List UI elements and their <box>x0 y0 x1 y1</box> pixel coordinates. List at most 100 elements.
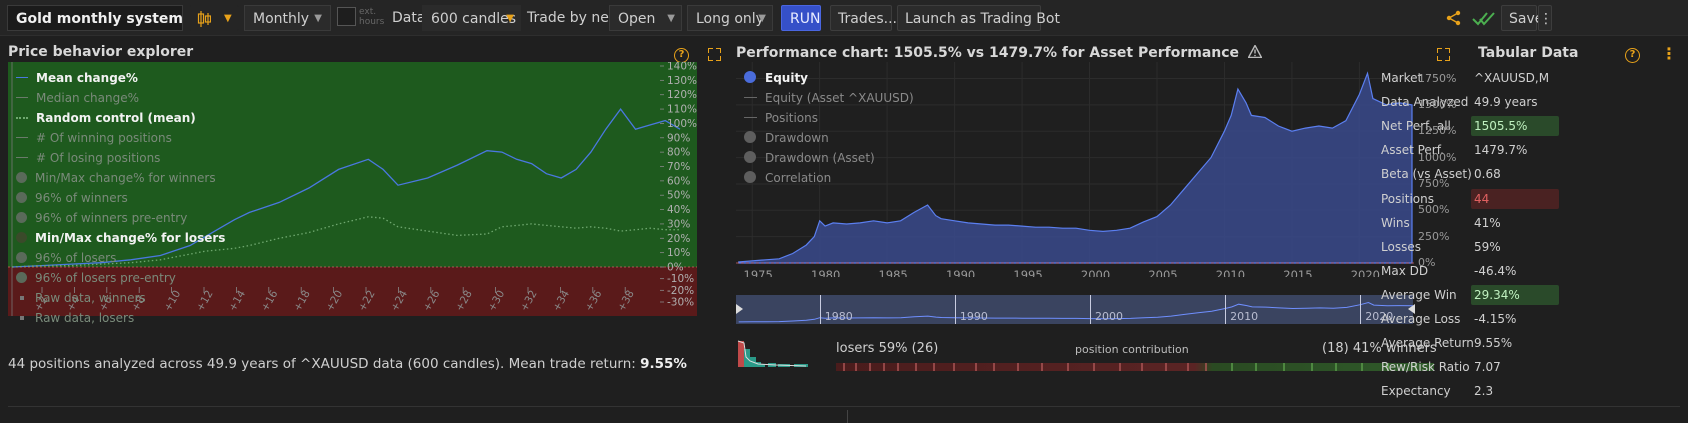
time-navigator[interactable]: 1980 1990 2000 2010 2020 <box>736 295 1415 324</box>
explorer-title: Price behavior explorer <box>8 44 194 60</box>
row-value: 1505.5% <box>1474 119 1528 134</box>
navigator-left-handle[interactable] <box>736 304 743 314</box>
legend-item[interactable]: Raw data, losers <box>16 311 134 325</box>
expand-icon[interactable] <box>708 48 721 61</box>
chevron-down-icon: ▼ <box>506 13 514 24</box>
row-label: Beta (vs Asset) <box>1381 167 1472 182</box>
expand-icon[interactable] <box>1437 48 1450 61</box>
performance-chart[interactable]: 1975 1980 1985 1990 1995 2000 2005 2010 2015 2020 <box>734 62 1414 277</box>
y-tick-label: 60% <box>667 175 690 187</box>
legend-item[interactable]: Median change% <box>16 91 139 105</box>
row-label: Asset Perf. <box>1381 143 1444 158</box>
save-button[interactable]: Save <box>1501 5 1543 31</box>
legend-item[interactable]: Correlation <box>744 171 831 185</box>
row-value: 1479.7% <box>1474 143 1528 158</box>
navigator-tick-line <box>819 295 821 324</box>
table-row: Max DD -46.4% <box>1371 260 1681 282</box>
legend-item[interactable]: 96% of winners pre-entry <box>16 211 187 225</box>
system-name-input[interactable]: Gold monthly system <box>7 5 183 31</box>
row-value: 29.34% <box>1474 287 1520 302</box>
legend-item[interactable]: # Of losing positions <box>16 151 160 165</box>
y-tick-label: 30% <box>667 218 690 230</box>
row-label: Market <box>1381 71 1423 85</box>
y-tick-label: 90% <box>667 132 690 144</box>
direction-select[interactable]: Long only ▼ <box>687 5 773 31</box>
legend-item[interactable]: Min/Max change% for losers <box>16 231 225 245</box>
legend-item[interactable]: 96% of losers pre-entry <box>16 271 176 285</box>
trades-button[interactable]: Trades... <box>830 5 897 31</box>
legend-item[interactable]: Positions <box>744 111 818 125</box>
circle-marker-icon <box>16 272 27 283</box>
table-row: Rew/Risk Ratio 7.07 <box>1371 356 1681 378</box>
data-value: 600 candles <box>431 11 517 27</box>
navigator-right-handle[interactable] <box>1408 304 1415 314</box>
legend-label: Raw data, winners <box>35 291 146 305</box>
y-tick-label: 500% <box>1418 203 1450 217</box>
row-value: 44 <box>1474 191 1490 206</box>
more-menu-icon[interactable]: ⋮ <box>1538 5 1553 31</box>
circle-marker-icon <box>744 71 756 83</box>
y-tick-label: 120% <box>667 89 697 101</box>
legend-label: 96% of losers pre-entry <box>35 271 176 285</box>
y-tick-label: 1750% <box>1418 71 1457 85</box>
trade-label: Trade by next <box>527 10 623 26</box>
y-tick-label: 0% <box>667 262 684 274</box>
legend-item[interactable]: Drawdown (Asset) <box>744 151 875 165</box>
table-row: Expectancy 2.3 <box>1371 380 1681 402</box>
y-tick-label: 130% <box>667 75 697 87</box>
table-row: Positions 44 <box>1371 188 1681 210</box>
explorer-series <box>11 108 681 268</box>
table-row: Average Return 9.55% <box>1371 332 1681 354</box>
legend-item[interactable]: Min/Max change% for winners <box>16 171 216 185</box>
ext-hours-checkbox[interactable] <box>337 7 356 26</box>
legend-item[interactable]: Raw data, winners <box>16 291 146 305</box>
value-highlight <box>1471 188 1559 209</box>
launch-bot-button[interactable]: Launch as Trading Bot <box>897 5 1060 31</box>
circle-marker-icon <box>16 172 27 183</box>
legend-item[interactable]: Random control (mean) <box>16 111 196 125</box>
table-row: Losses 59% <box>1371 236 1681 258</box>
navigator-series <box>738 301 1413 323</box>
legend-item[interactable]: Equity <box>744 71 808 85</box>
legend-item[interactable]: 96% of winners <box>16 191 128 205</box>
row-label: Average Return <box>1381 336 1474 351</box>
row-label: Average Win <box>1381 287 1457 302</box>
legend-label: # Of winning positions <box>36 131 172 145</box>
legend-label: Positions <box>765 111 818 125</box>
legend-item[interactable]: Equity (Asset ^XAUUSD) <box>744 91 914 105</box>
more-menu-icon[interactable]: ⋮ <box>1661 44 1677 63</box>
legend-item[interactable]: Mean change% <box>16 71 138 85</box>
splitter-handle[interactable] <box>847 410 848 423</box>
row-value: ^XAUUSD,M <box>1474 71 1550 85</box>
x-tick-label: 2015 <box>1283 268 1312 277</box>
y-tick-label: 1000% <box>1418 150 1457 164</box>
explorer-chart[interactable]: 140% 130% 120% 110% 100% 90% 80% 70% 60% 50% 40% 30… <box>0 62 700 334</box>
legend-item[interactable]: Drawdown <box>744 131 829 145</box>
share-icon[interactable] <box>1446 10 1462 26</box>
legend-item[interactable]: # Of winning positions <box>16 131 172 145</box>
navigator-tick-label: 2000 <box>1095 310 1124 323</box>
equity-area <box>738 71 1413 264</box>
warning-icon[interactable] <box>1247 44 1263 59</box>
y-tick-label: 100% <box>667 118 697 130</box>
row-label: Expectancy <box>1381 384 1451 399</box>
line-marker-icon <box>744 96 757 98</box>
double-check-icon[interactable] <box>1472 10 1496 26</box>
x-tick-label: 1990 <box>946 268 975 277</box>
help-icon[interactable]: ? <box>674 48 689 63</box>
data-select[interactable]: 600 candles ▼ <box>422 5 521 31</box>
legend-item[interactable]: 96% of losers <box>16 251 116 265</box>
legend-label: Min/Max change% for winners <box>35 171 216 185</box>
y-tick-label: 750% <box>1418 176 1450 190</box>
interval-select[interactable]: Monthly ▼ <box>244 5 331 31</box>
row-value: 59% <box>1474 239 1501 254</box>
help-icon[interactable]: ? <box>1625 48 1640 63</box>
row-label: Max DD <box>1381 263 1429 278</box>
trade-select[interactable]: Open ▼ <box>609 5 682 31</box>
toolbar: Gold monthly system ▼ Monthly ▼ ext. hou… <box>0 0 1688 36</box>
interval-value: Monthly <box>253 11 310 27</box>
performance-title-text: Performance chart: 1505.5% vs 1479.7% fo… <box>736 45 1240 61</box>
run-button[interactable]: RUN <box>781 5 821 31</box>
row-value: 9.55% <box>1474 336 1513 351</box>
chart-type-button[interactable]: ▼ <box>189 5 239 31</box>
